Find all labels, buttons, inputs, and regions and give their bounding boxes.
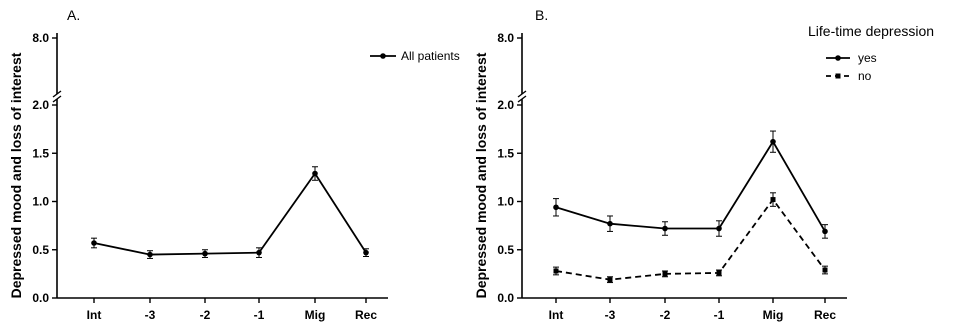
- y-axis-title: Depressed mood and loss of interest: [473, 52, 489, 298]
- data-point: [662, 225, 668, 232]
- x-tick-label: Mig: [763, 308, 784, 322]
- data-point: [312, 170, 318, 177]
- data-point: [147, 251, 153, 258]
- axis-break-mark: [517, 90, 527, 98]
- legend-title: Life-time depression: [808, 23, 934, 39]
- y-tick-label: 0.5: [32, 243, 49, 257]
- data-point: [553, 268, 559, 274]
- x-tick-label: -3: [605, 308, 616, 322]
- axis-break-mark: [517, 95, 527, 103]
- x-tick-label: -1: [254, 308, 265, 322]
- legend-marker: [835, 55, 841, 61]
- data-point: [256, 249, 262, 256]
- legend-label: no: [858, 69, 872, 83]
- series-line: [555, 198, 826, 281]
- y-tick-label: 1.0: [497, 195, 514, 209]
- legend-label: All patients: [401, 49, 460, 63]
- x-tick-label: Int: [87, 308, 102, 322]
- panel-label: A.: [67, 7, 80, 23]
- y-tick-label: 8.0: [497, 31, 514, 45]
- series-line: [93, 171, 367, 256]
- y-tick-label: 1.0: [32, 195, 49, 209]
- data-point: [91, 240, 97, 246]
- y-tick-label: 2.0: [497, 98, 514, 112]
- y-tick-label: 2.0: [32, 98, 49, 112]
- legend-marker: [835, 73, 841, 79]
- legend-label: yes: [858, 51, 877, 65]
- x-tick-label: Mig: [305, 308, 326, 322]
- x-tick-label: -1: [714, 308, 725, 322]
- data-point: [662, 271, 668, 277]
- y-axis-title: Depressed mood and loss of interest: [8, 52, 24, 298]
- x-tick-label: Int: [549, 308, 564, 322]
- y-tick-label: 0.0: [32, 291, 49, 305]
- y-tick-label: 1.5: [32, 146, 49, 160]
- series-line: [555, 139, 826, 232]
- y-tick-label: 1.5: [497, 146, 514, 160]
- axis-break-mark: [52, 90, 62, 98]
- data-point: [553, 204, 559, 211]
- y-tick-label: 8.0: [32, 31, 49, 45]
- data-point: [770, 138, 776, 145]
- panel-a: A. 8.0 0.0 0.5 1.0 1.5 2.0 Int -3 -2 -1 Mig Rec Depre…: [8, 7, 460, 322]
- panel-label: B.: [535, 7, 548, 23]
- axis-break-mark: [52, 95, 62, 103]
- x-tick-label: Rec: [355, 308, 377, 322]
- y-tick-label: 0.5: [497, 243, 514, 257]
- panel-b: B. 8.0 0.0 0.5 1.0 1.5 2.0 Int -3 -2 -1 Mig Rec Depre…: [473, 7, 934, 322]
- data-point: [716, 225, 722, 232]
- data-point: [363, 249, 369, 256]
- x-tick-label: -2: [660, 308, 671, 322]
- data-point: [607, 220, 613, 227]
- x-tick-label: -3: [145, 308, 156, 322]
- data-point: [202, 250, 208, 257]
- x-tick-label: Rec: [814, 308, 836, 322]
- data-point: [716, 270, 722, 276]
- y-tick-label: 0.0: [497, 291, 514, 305]
- x-tick-label: -2: [200, 308, 211, 322]
- legend-marker: [380, 53, 386, 59]
- data-point: [822, 228, 828, 235]
- data-point: [607, 277, 613, 283]
- data-point: [822, 267, 828, 273]
- data-point: [770, 197, 776, 203]
